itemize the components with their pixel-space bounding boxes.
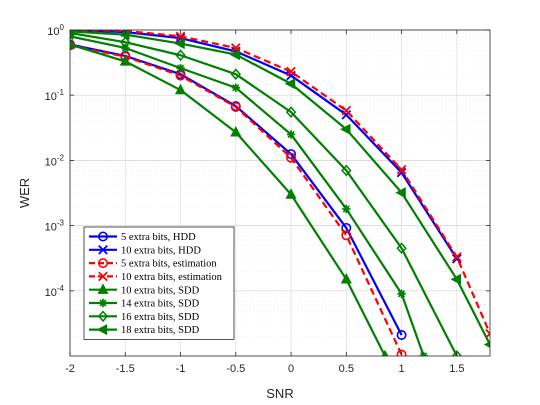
legend-swatch-marker-4 (98, 271, 108, 282)
series-8 (70, 30, 490, 348)
series-3-point-5 (286, 152, 297, 163)
x-tick-label-3: -0.5 (226, 363, 245, 375)
x-tick-label-2: -1 (176, 363, 186, 375)
series-3-point-7 (396, 349, 407, 356)
y-tick-label-4: 100 (47, 23, 64, 38)
x-tick-label-7: 1.5 (449, 363, 464, 375)
series-6-point-6 (342, 204, 351, 214)
legend-label-3: 5 extra bits, estimation (121, 259, 217, 270)
series-6-point-7 (397, 289, 406, 298)
legend-label-5: 10 extra bits, SDD (121, 285, 200, 296)
series-8-point-4 (229, 49, 240, 61)
x-tick-label-6: 1 (399, 363, 405, 375)
data-series (70, 30, 490, 356)
series-4 (70, 30, 490, 339)
legend-label-4: 10 extra bits, estimation (121, 272, 223, 283)
legend-entry-7: 16 extra bits, SDD (89, 310, 200, 323)
series-1-point-7 (396, 329, 407, 340)
series-6-point-5 (286, 130, 296, 139)
series-4-point-5 (286, 66, 296, 77)
series-2-point-5 (286, 70, 296, 81)
series-7-point-2 (120, 36, 131, 49)
legend-entry-4: 10 extra bits, estimation (89, 271, 223, 283)
series-1-point-6 (341, 222, 352, 233)
y-tick-label-3: 10-1 (45, 88, 65, 103)
axes: -2 -1.5 -1 -0.5 0 0.5 1 1.5 10-4 10-3 10-2 10-1 100 (45, 23, 490, 375)
legend-entry-6: 14 extra bits, SDD (89, 299, 200, 310)
legend-label-7: 16 extra bits, SDD (121, 312, 200, 323)
x-tick-label-5: 0.5 (339, 363, 354, 375)
series-4-point-6 (341, 105, 352, 116)
series-3-point-4 (230, 101, 241, 112)
x-tick-label-4: 0 (288, 363, 294, 375)
series-4-point-8 (452, 252, 462, 262)
legend-swatch-marker-1 (98, 231, 109, 242)
legend-entry-1: 5 extra bits, HDD (89, 231, 196, 243)
series-8-point-9 (483, 341, 490, 348)
x-tick-label-0: -2 (65, 363, 75, 375)
series-5-point-5 (285, 188, 297, 199)
series-line-7 (70, 31, 458, 356)
series-7-point-5 (285, 106, 297, 118)
legend-label-2: 10 extra bits, HDD (121, 245, 201, 256)
series-6-point-3 (176, 63, 185, 73)
series-8-point-5 (284, 78, 296, 90)
series-8-point-1 (70, 30, 75, 37)
legend-entry-2: 10 extra bits, HDD (89, 244, 201, 256)
series-8-point-3 (174, 38, 185, 50)
series-5-point-3 (174, 83, 187, 95)
series-5-point-4 (230, 126, 242, 137)
series-4-point-9 (485, 328, 490, 339)
series-5 (70, 38, 389, 356)
legend-entry-5: 10 extra bits, SDD (89, 283, 200, 296)
legend-entry-8: 18 extra bits, SDD (89, 324, 200, 336)
y-axis-label: WER (17, 178, 32, 208)
legend-box (83, 226, 235, 340)
legend-swatch-marker-8 (96, 324, 108, 336)
legend: 5 extra bits, HDD 10 extra bits, HDD 5 ext… (83, 226, 235, 340)
series-6-point-4 (231, 83, 240, 92)
legend-swatch-marker-7 (97, 310, 109, 323)
series-7-point-6 (341, 164, 352, 177)
legend-label-6: 14 extra bits, SDD (121, 299, 200, 310)
legend-swatch-marker-6 (98, 298, 108, 308)
series-4-point-7 (396, 164, 407, 175)
legend-swatch-marker-2 (98, 244, 108, 255)
series-5-point-7 (381, 349, 389, 356)
x-axis-label: SNR (266, 386, 293, 401)
legend-label-1: 5 extra bits, HDD (121, 232, 196, 243)
legend-swatch-marker-3 (98, 258, 109, 269)
series-7-point-7 (396, 242, 407, 255)
x-tick-label-1: -1.5 (116, 363, 135, 375)
series-line-2 (70, 30, 458, 260)
legend-entry-3: 5 extra bits, estimation (89, 258, 217, 270)
series-line-6 (70, 35, 425, 356)
series-5-point-1 (70, 38, 76, 49)
series-8-point-6 (340, 123, 351, 135)
series-5-point-2 (119, 55, 131, 66)
series-7-point-3 (175, 49, 186, 62)
series-8-point-8 (450, 273, 462, 285)
series-2-point-7 (396, 167, 407, 178)
plot-frame (69, 29, 491, 357)
y-tick-label-0: 10-4 (45, 284, 65, 299)
series-8-point-7 (395, 187, 406, 199)
legend-swatch-marker-5 (97, 283, 109, 294)
series-7-point-8 (451, 350, 463, 356)
y-tick-label-1: 10-3 (45, 219, 65, 234)
series-line-4 (70, 30, 490, 335)
y-tick-label-2: 10-2 (45, 153, 65, 168)
series-5-point-6 (340, 273, 352, 284)
series-3-point-6 (341, 230, 352, 241)
series-8-point-2 (118, 30, 130, 41)
legend-label-8: 18 extra bits, SDD (121, 325, 200, 336)
series-7-point-4 (230, 68, 241, 81)
